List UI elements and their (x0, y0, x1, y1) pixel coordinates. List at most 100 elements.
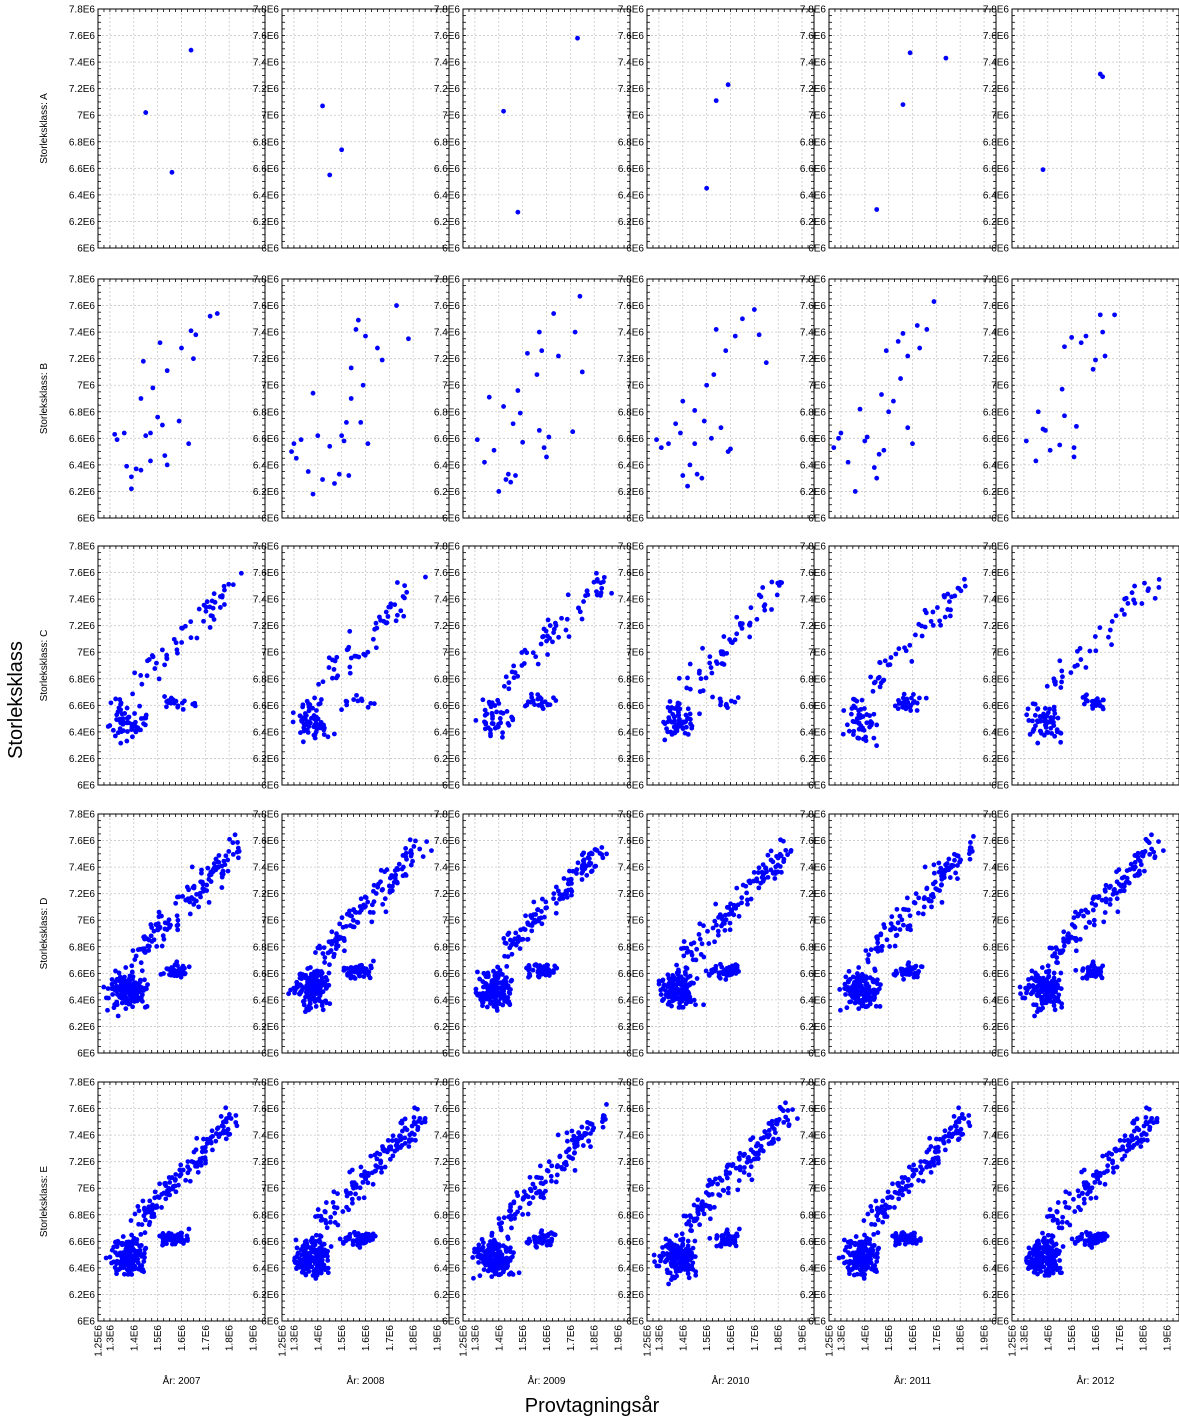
data-point-c-2 (299, 718, 304, 723)
data-point-c-6 (1092, 698, 1098, 704)
data-point-b-1 (143, 433, 149, 439)
data-point-b-5 (905, 425, 911, 431)
data-point-b-6 (1097, 312, 1103, 318)
data-point-d-1 (219, 885, 225, 890)
data-point-b-4 (701, 418, 707, 424)
data-point-c-3 (496, 701, 502, 706)
data-point-b-1 (124, 463, 130, 469)
data-point-c-1 (156, 676, 162, 682)
y-tick-label: 6E6 (442, 244, 460, 255)
data-point-c-6 (1049, 717, 1055, 722)
y-tick-label: 7.2E6 (434, 84, 461, 95)
data-point-b-2 (315, 433, 321, 439)
panel-frame-d-2 (281, 813, 450, 1054)
data-point-d-1 (158, 971, 164, 977)
data-point-d-2 (286, 991, 292, 997)
y-tick-label: 6.8E6 (69, 137, 96, 148)
data-point-b-1 (164, 462, 170, 468)
data-point-d-2 (320, 951, 326, 956)
data-point-c-6 (1068, 670, 1074, 675)
data-point-c-3 (505, 721, 511, 726)
data-point-c-6 (1042, 722, 1048, 728)
y-tick-label: 7.2E6 (434, 354, 461, 365)
data-point-b-1 (138, 467, 144, 473)
data-point-b-1 (176, 418, 182, 424)
data-point-c-2 (347, 670, 353, 676)
data-point-c-2 (371, 701, 377, 707)
data-point-c-6 (1059, 679, 1064, 685)
data-point-b-2 (379, 357, 385, 363)
data-point-d-2 (312, 979, 318, 985)
data-point-c-5 (911, 692, 916, 697)
data-point-c-2 (312, 695, 317, 701)
data-point-c-3 (564, 616, 570, 622)
y-tick-label: 7.8E6 (69, 5, 96, 16)
data-point-d-2 (327, 949, 333, 955)
data-point-d-1 (174, 959, 180, 965)
data-point-d-2 (353, 964, 359, 970)
data-point-d-2 (333, 946, 339, 952)
data-point-b-6 (1047, 447, 1053, 453)
data-point-d-1 (130, 998, 136, 1004)
data-point-c-5 (861, 727, 867, 733)
panel-frame-a-3 (462, 8, 631, 249)
y-tick-label: 7E6 (808, 111, 826, 122)
data-point-c-6 (1030, 701, 1036, 707)
data-point-d-1 (162, 920, 168, 926)
y-tick-label: 6E6 (261, 244, 279, 255)
data-point-c-5 (848, 711, 854, 717)
data-point-b-2 (360, 382, 366, 388)
data-point-c-5 (856, 708, 862, 713)
y-tick-label: 6.2E6 (69, 217, 96, 228)
data-point-d-2 (411, 844, 417, 849)
data-point-a-4 (713, 98, 719, 104)
y-tick-label: 7.8E6 (253, 5, 280, 16)
data-point-c-5 (909, 695, 914, 701)
y-tick-label: 6.8E6 (800, 407, 827, 418)
y-tick-label: 6.6E6 (618, 164, 645, 175)
data-point-d-1 (208, 879, 214, 884)
y-tick-label: 6.2E6 (434, 487, 461, 498)
data-point-b-3 (501, 404, 506, 409)
data-point-b-4 (680, 398, 686, 404)
y-tick-label: 6.8E6 (983, 674, 1010, 685)
data-point-b-2 (291, 441, 297, 447)
data-point-c-3 (594, 589, 599, 595)
data-point-c-6 (1035, 740, 1041, 746)
data-point-d-2 (344, 966, 350, 971)
y-tick-label: 7.4E6 (434, 328, 461, 339)
data-point-c-5 (901, 691, 907, 697)
data-point-c-5 (850, 718, 856, 724)
y-tick-label: 7E6 (442, 648, 460, 659)
data-point-c-3 (591, 579, 597, 585)
y-tick-label: 7.8E6 (800, 275, 827, 286)
data-point-b-2 (341, 438, 347, 444)
data-point-c-2 (332, 658, 338, 664)
data-point-d-1 (191, 901, 197, 907)
data-point-b-3 (544, 454, 549, 460)
data-point-c-2 (351, 697, 357, 702)
data-point-d-1 (175, 917, 181, 923)
data-point-b-2 (298, 437, 304, 443)
data-point-b-1 (160, 422, 165, 428)
y-tick-label: 6.8E6 (69, 674, 96, 685)
data-point-b-4 (687, 462, 693, 468)
y-tick-label: 7.8E6 (434, 275, 461, 286)
data-point-c-2 (306, 704, 312, 710)
data-point-b-6 (1078, 340, 1084, 346)
data-point-c-1 (226, 581, 232, 587)
data-point-c-2 (326, 655, 332, 661)
data-point-c-5 (846, 728, 852, 734)
data-point-c-5 (844, 722, 850, 728)
y-tick-label: 6E6 (808, 244, 826, 255)
data-point-d-1 (105, 986, 111, 991)
panel-frame-a-4 (646, 8, 815, 249)
data-point-c-6 (1082, 693, 1088, 699)
data-point-b-4 (732, 333, 738, 339)
data-point-d-1 (235, 840, 240, 845)
data-point-d-1 (210, 867, 216, 873)
panel-frame-c-5 (828, 545, 997, 786)
data-point-d-1 (129, 963, 135, 969)
data-point-b-2 (344, 420, 349, 425)
data-point-c-1 (159, 647, 165, 653)
